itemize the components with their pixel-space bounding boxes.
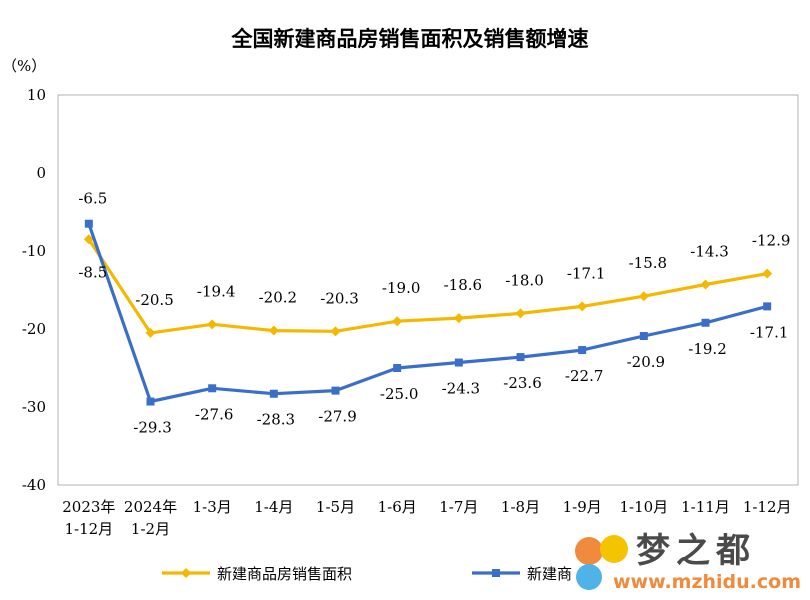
data-label: -19.0 <box>382 279 420 297</box>
watermark-logo-text: 梦之都 <box>636 531 756 571</box>
x-tick-label: 1-11月 <box>681 498 730 516</box>
data-label: -19.2 <box>688 340 726 358</box>
legend-marker <box>181 568 191 578</box>
series-point <box>516 353 525 362</box>
series-point <box>701 318 710 327</box>
series-line <box>87 223 768 404</box>
data-label: -15.8 <box>629 254 667 272</box>
data-label: -23.6 <box>503 374 541 392</box>
y-axis-unit: （%） <box>2 57 46 75</box>
chart-title: 全国新建商品房销售面积及销售额增速 <box>231 27 589 51</box>
data-labels: -6.5 -8.5 -20.5 -29.3 -19.4 -27.6 -20.2 -28.3 -2… <box>78 190 790 437</box>
series-point <box>208 384 217 393</box>
legend-label: 新建商品房销售面积 <box>217 565 352 583</box>
x-tick-label: 1-7月 <box>439 498 478 516</box>
series-line <box>87 238 768 335</box>
series-point <box>763 302 772 311</box>
data-label: -22.7 <box>565 367 603 385</box>
data-label: -17.1 <box>750 323 788 341</box>
series-point <box>392 316 403 327</box>
data-label: -20.5 <box>135 291 173 309</box>
data-label: -20.3 <box>320 289 358 307</box>
x-tick-label: 1-10月 <box>619 498 668 516</box>
y-tick-label: 0 <box>36 164 46 182</box>
series-point <box>454 358 463 367</box>
series-point <box>84 219 93 228</box>
data-label: -28.3 <box>257 411 295 429</box>
series-point <box>207 319 218 330</box>
data-label: -6.5 <box>78 190 107 208</box>
series-point <box>578 346 587 355</box>
data-label: -8.5 <box>78 263 107 281</box>
watermark-face-icon <box>575 537 603 565</box>
legend: 新建商品房销售面积 新建商 <box>162 565 572 583</box>
y-tick-label: -30 <box>22 398 46 416</box>
data-label: -14.3 <box>690 243 728 261</box>
plot-area <box>57 94 799 486</box>
y-tick-label: -10 <box>22 242 46 260</box>
series-point <box>638 291 649 302</box>
series-point <box>146 397 155 406</box>
data-label: -25.0 <box>380 385 418 403</box>
watermark-face-icon <box>576 564 602 590</box>
x-tick-label: 1-3月 <box>193 498 232 516</box>
legend-label: 新建商 <box>527 565 572 583</box>
series-lines <box>83 219 773 406</box>
data-label: -12.9 <box>752 232 790 250</box>
data-label: -18.0 <box>505 271 543 289</box>
x-tick-label: 1-12月 <box>743 498 792 516</box>
y-tick-label: -40 <box>22 476 46 494</box>
y-axis: 10 0 -10 -20 -30 -40 <box>22 86 46 494</box>
x-tick-label: 2023年 1-12月 <box>62 498 115 538</box>
y-tick-label: -20 <box>22 320 46 338</box>
watermark: 梦之都 www.mzhidu.com <box>575 531 801 593</box>
series-point <box>762 268 773 279</box>
series-point <box>515 308 526 319</box>
data-label: -27.6 <box>195 405 233 423</box>
series-point <box>269 389 278 398</box>
y-tick-label: 10 <box>27 86 46 104</box>
x-tick-label: 1-8月 <box>501 498 540 516</box>
x-tick-label: 1-5月 <box>316 498 355 516</box>
series-point <box>268 325 279 336</box>
x-tick-label: 2024年 1-2月 <box>124 498 177 538</box>
data-label: -20.2 <box>259 289 297 307</box>
data-label: -19.4 <box>197 282 235 300</box>
series-point <box>700 279 711 290</box>
watermark-face-icon <box>600 535 628 563</box>
series-point <box>453 313 464 324</box>
series-point <box>393 364 402 372</box>
data-label: -29.3 <box>133 419 171 437</box>
legend-marker <box>492 569 500 577</box>
series-point <box>145 327 156 338</box>
data-label: -17.1 <box>567 264 605 282</box>
data-label: -24.3 <box>442 380 480 398</box>
series-point <box>330 326 341 337</box>
series-point <box>331 386 340 395</box>
series-point <box>577 301 588 312</box>
series-point <box>639 332 648 341</box>
x-tick-label: 1-9月 <box>563 498 602 516</box>
x-tick-label: 1-4月 <box>254 498 293 516</box>
data-label: -27.9 <box>318 408 356 426</box>
data-label: -20.9 <box>627 353 665 371</box>
series-point <box>83 234 94 245</box>
data-label: -18.6 <box>444 276 482 294</box>
x-tick-label: 1-6月 <box>378 498 417 516</box>
watermark-url: www.mzhidu.com <box>613 571 801 593</box>
